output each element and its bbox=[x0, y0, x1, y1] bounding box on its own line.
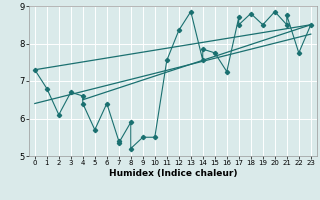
X-axis label: Humidex (Indice chaleur): Humidex (Indice chaleur) bbox=[108, 169, 237, 178]
